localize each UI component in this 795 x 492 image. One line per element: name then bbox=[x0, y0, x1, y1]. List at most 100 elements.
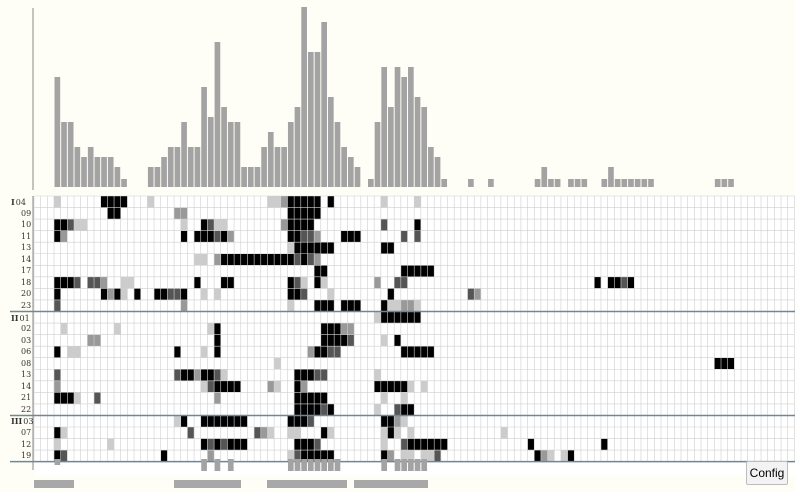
matrix-cell bbox=[300, 438, 308, 451]
matrix-cell bbox=[60, 427, 68, 439]
matrix-cell bbox=[300, 403, 308, 416]
matrix-cell bbox=[300, 450, 308, 462]
histogram-bar bbox=[307, 52, 314, 187]
summary-marker bbox=[401, 459, 408, 471]
matrix-cell bbox=[100, 276, 108, 289]
group-label: II bbox=[11, 312, 19, 323]
row-number: 03 bbox=[21, 335, 32, 345]
histogram-bar bbox=[101, 157, 107, 187]
matrix-cell bbox=[320, 403, 328, 416]
matrix-cell bbox=[147, 196, 155, 208]
matrix-cell bbox=[107, 288, 115, 300]
matrix-cell bbox=[327, 403, 335, 416]
matrix-cell bbox=[160, 450, 168, 462]
matrix-cell bbox=[380, 438, 388, 451]
matrix-cell bbox=[307, 403, 315, 416]
row-number: 21 bbox=[21, 393, 32, 403]
matrix-cell bbox=[434, 438, 441, 451]
matrix-cell bbox=[94, 392, 101, 404]
matrix-cell bbox=[394, 276, 401, 289]
matrix-cell bbox=[180, 288, 188, 300]
matrix-cell bbox=[334, 323, 341, 335]
range-bar[interactable] bbox=[267, 480, 348, 488]
matrix-cell bbox=[227, 438, 235, 451]
matrix-cell bbox=[320, 334, 328, 347]
histogram-bar bbox=[167, 147, 174, 187]
matrix-cell bbox=[167, 288, 175, 300]
matrix-cell bbox=[227, 415, 235, 427]
matrix-cell bbox=[407, 311, 415, 324]
matrix-cell bbox=[294, 219, 301, 231]
range-bar[interactable] bbox=[354, 480, 428, 488]
matrix-cell bbox=[300, 380, 308, 393]
matrix-cell bbox=[440, 438, 448, 451]
matrix-cell bbox=[207, 230, 215, 243]
matrix-cell bbox=[174, 288, 181, 300]
matrix-cell bbox=[340, 334, 348, 347]
range-bar[interactable] bbox=[34, 480, 75, 488]
matrix-cell bbox=[227, 380, 235, 393]
row-number: 07 bbox=[21, 428, 32, 437]
matrix-cell bbox=[127, 276, 135, 289]
matrix-cell bbox=[54, 369, 61, 381]
matrix-cell bbox=[227, 230, 235, 243]
matrix-cell bbox=[174, 369, 181, 381]
histogram-bar bbox=[261, 147, 267, 187]
histogram-bar bbox=[234, 122, 241, 187]
histogram-bar bbox=[327, 97, 334, 187]
matrix-cell bbox=[180, 299, 188, 312]
histogram-bar bbox=[388, 107, 394, 187]
matrix-cell bbox=[307, 230, 315, 243]
matrix-cell bbox=[180, 207, 188, 220]
matrix-cell bbox=[220, 219, 228, 231]
row-number: 19 bbox=[21, 451, 32, 461]
matrix-cell bbox=[347, 323, 355, 335]
histogram-bar bbox=[541, 167, 548, 187]
histogram-bar bbox=[621, 179, 628, 187]
matrix-cell bbox=[300, 207, 308, 220]
matrix-cell bbox=[207, 438, 215, 451]
row-number: 17 bbox=[21, 266, 32, 276]
matrix-cell bbox=[400, 265, 408, 277]
matrix-cell bbox=[320, 299, 328, 312]
matrix-cell bbox=[274, 357, 281, 370]
histogram-bar bbox=[641, 179, 648, 187]
matrix-cell bbox=[280, 219, 288, 231]
matrix-cell bbox=[620, 276, 628, 289]
matrix-cell bbox=[220, 380, 228, 393]
matrix-cell bbox=[287, 207, 295, 220]
matrix-cell bbox=[400, 276, 408, 289]
matrix-cell bbox=[374, 276, 381, 289]
histogram-bar bbox=[721, 179, 728, 187]
group-label: III bbox=[11, 416, 23, 427]
row-number: 12 bbox=[21, 439, 32, 449]
range-bar[interactable] bbox=[174, 480, 241, 488]
histogram-bar bbox=[728, 179, 734, 187]
histogram-bar bbox=[628, 179, 634, 187]
matrix-cell bbox=[287, 230, 295, 243]
matrix-cell bbox=[54, 288, 61, 300]
matrix-cell bbox=[527, 438, 535, 451]
matrix-cell bbox=[214, 369, 221, 381]
matrix-cell bbox=[294, 242, 301, 254]
histogram-bar bbox=[314, 52, 321, 187]
matrix-cell bbox=[294, 230, 301, 243]
matrix-cell bbox=[280, 196, 288, 208]
histogram-bar bbox=[187, 147, 194, 187]
matrix-cell bbox=[400, 403, 408, 416]
matrix-cell bbox=[200, 346, 208, 358]
matrix-cell bbox=[387, 415, 395, 427]
matrix-cell bbox=[67, 219, 75, 231]
matrix-cell bbox=[74, 346, 81, 358]
matrix-cell bbox=[327, 334, 335, 347]
histogram-bar bbox=[61, 122, 67, 187]
matrix-cell bbox=[314, 196, 321, 208]
row-number: 14 bbox=[21, 254, 32, 264]
row-label: 12 bbox=[21, 439, 32, 449]
matrix-cell bbox=[187, 369, 195, 381]
matrix-cell bbox=[354, 230, 361, 243]
matrix-cell bbox=[267, 253, 275, 266]
row-label: 13 bbox=[21, 371, 31, 379]
config-button[interactable]: Config bbox=[746, 461, 788, 485]
matrix-cell bbox=[214, 438, 221, 451]
